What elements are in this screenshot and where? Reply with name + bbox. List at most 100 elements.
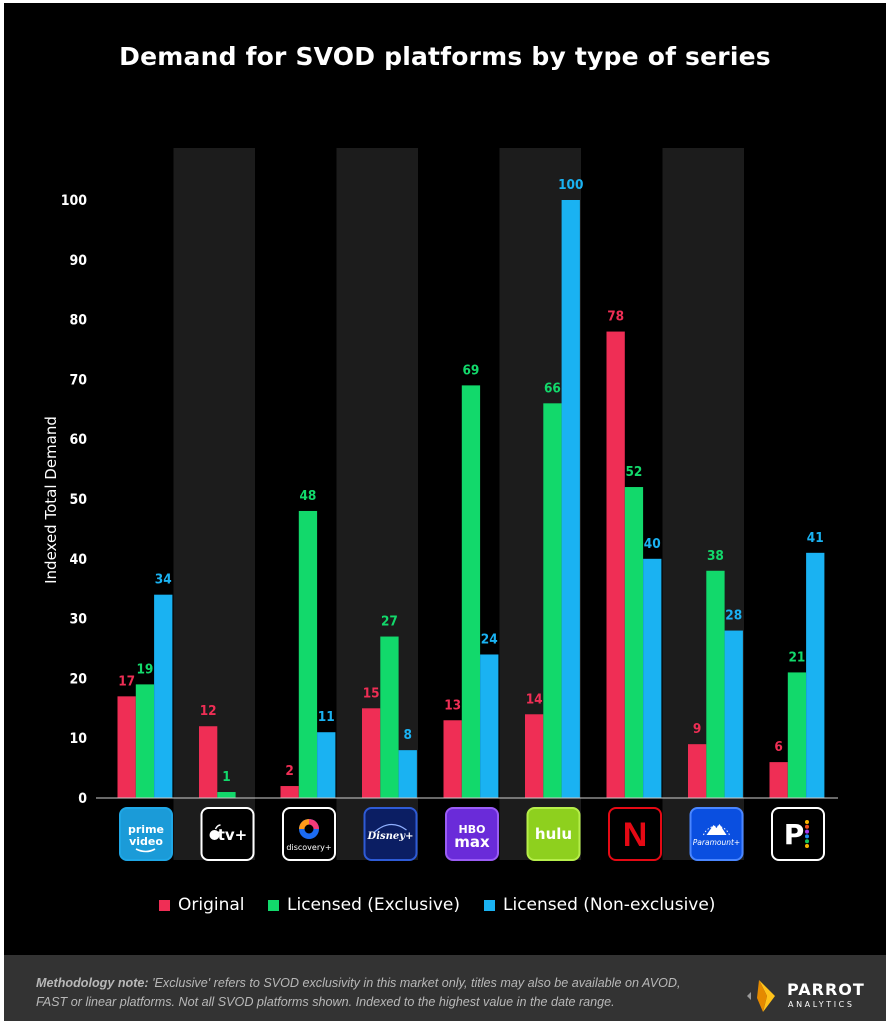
netflix-logo (608, 807, 662, 861)
bar-value-label: 15 (363, 685, 380, 701)
hbo-max-logo-text: HBO (459, 823, 486, 836)
disney-arc-icon (374, 823, 407, 833)
y-tick-label: 10 (69, 731, 87, 747)
bar-value-label: 66 (544, 380, 561, 396)
bar-value-label: 14 (526, 691, 543, 707)
paramount-stars-icon (703, 825, 730, 836)
disney-plus-logo (363, 807, 418, 861)
bar-value-label: 34 (155, 572, 172, 588)
bar-value-label: 28 (725, 608, 742, 624)
apple-leaf-icon (214, 824, 221, 830)
bar-value-label: 1 (222, 769, 230, 785)
hbo-max-logo (445, 807, 499, 861)
y-tick-label: 40 (69, 552, 87, 568)
bar (806, 552, 825, 798)
bar-value-label: 100 (558, 177, 583, 193)
peacock-dot-icon (805, 834, 809, 839)
bar (280, 786, 299, 798)
footer (4, 955, 886, 1021)
y-tick-label: 70 (69, 372, 87, 388)
y-tick-label: 90 (69, 253, 87, 269)
peacock-dot-icon (805, 839, 809, 844)
bar-value-label: 13 (444, 697, 461, 713)
peacock-dot-icon (805, 820, 809, 824)
paramount-plus-logo-text: Paramount+ (693, 838, 740, 847)
bar (624, 487, 644, 798)
methodology-note: Methodology note: 'Exclusive' refers to … (36, 974, 696, 1012)
y-tick-label: 20 (69, 671, 87, 687)
y-tick-label: 80 (69, 313, 87, 329)
bar-value-label: 12 (200, 703, 217, 719)
peacock-dot-icon (805, 829, 809, 834)
methodology-note-text: 'Exclusive' refers to SVOD exclusivity i… (36, 976, 681, 1009)
bar-value-label: 21 (788, 649, 805, 665)
hulu-logo-text: hulu (535, 825, 572, 843)
bar-value-label: 24 (481, 631, 498, 647)
chart-title: Demand for SVOD platforms by type of ser… (119, 42, 771, 71)
bar (706, 570, 725, 798)
bar (398, 750, 417, 798)
peacock-dot-icon (805, 844, 809, 848)
bar-value-label: 8 (404, 727, 412, 743)
legend-label-original: Original (178, 895, 245, 915)
brand-subtitle: ANALYTICS (788, 1000, 855, 1009)
peacock-dot-icon (805, 824, 809, 829)
bar (606, 331, 625, 798)
legend-item-licensed-nonexclusive: Licensed (Non-exclusive) (484, 893, 715, 917)
legend-label-licensed-nonexclusive: Licensed (Non-exclusive) (503, 895, 716, 915)
bar (525, 714, 544, 798)
bar (480, 654, 499, 798)
bar (317, 732, 336, 798)
netflix-logo-text: N (623, 816, 648, 854)
bar (154, 594, 173, 798)
apple-tv-logo-text: tv+ (218, 826, 248, 844)
bar (461, 385, 481, 798)
bar-chart: 0 10 20 30 40 50 60 70 80 90 100 Indexed Total Dema… (42, 148, 838, 861)
prime-smile-icon (135, 848, 156, 853)
peacock-logo-text: P (784, 818, 805, 851)
y-tick-label: 60 (69, 432, 87, 448)
bar-value-label: 78 (607, 309, 624, 325)
hulu-logo (526, 807, 581, 861)
y-tick-label: 30 (69, 612, 87, 628)
prime-video-logo-text: prime (128, 823, 164, 836)
bar (217, 792, 236, 798)
discovery-globe-icon (304, 824, 314, 834)
bar-value-label: 52 (625, 464, 642, 480)
bar-value-label: 17 (118, 673, 135, 689)
legend-swatch-licensed-exclusive (268, 899, 279, 911)
peacock-logo (771, 807, 825, 861)
prime-video-logo (119, 807, 173, 861)
bar (135, 684, 155, 798)
parrot-analytics-logo: PARROT ANALYTICS (745, 976, 865, 1016)
bar-value-label: 19 (136, 661, 153, 677)
bar-value-label: 38 (707, 548, 724, 564)
bar (362, 708, 381, 798)
bar (724, 630, 743, 798)
paramount-mountain-icon (706, 824, 727, 835)
y-tick-label: 0 (78, 791, 87, 807)
legend-item-licensed-exclusive: Licensed (Exclusive) (268, 893, 460, 917)
bar-value-label: 41 (807, 530, 824, 546)
apple-tv-logo (200, 807, 255, 861)
bar (380, 636, 399, 798)
bar (117, 696, 136, 798)
methodology-note-label: Methodology note: (36, 976, 149, 990)
bar-value-label: 2 (285, 763, 293, 779)
parrot-icon (747, 980, 775, 1012)
bar-value-label: 9 (693, 721, 701, 737)
discovery-plus-logo-text: discovery+ (286, 843, 331, 852)
bar (443, 720, 462, 798)
legend-item-original: Original (159, 893, 245, 917)
bar (543, 403, 562, 798)
bar (643, 558, 662, 798)
brand-name: PARROT (787, 980, 865, 999)
hbo-max-logo-text: max (454, 833, 490, 851)
bar-value-label: 40 (644, 536, 661, 552)
prime-video-logo-text: video (129, 835, 163, 848)
bar-value-label: 6 (774, 739, 782, 755)
bar-value-label: 69 (462, 362, 479, 378)
legend-label-licensed-exclusive: Licensed (Exclusive) (287, 895, 460, 915)
bar (769, 762, 788, 798)
